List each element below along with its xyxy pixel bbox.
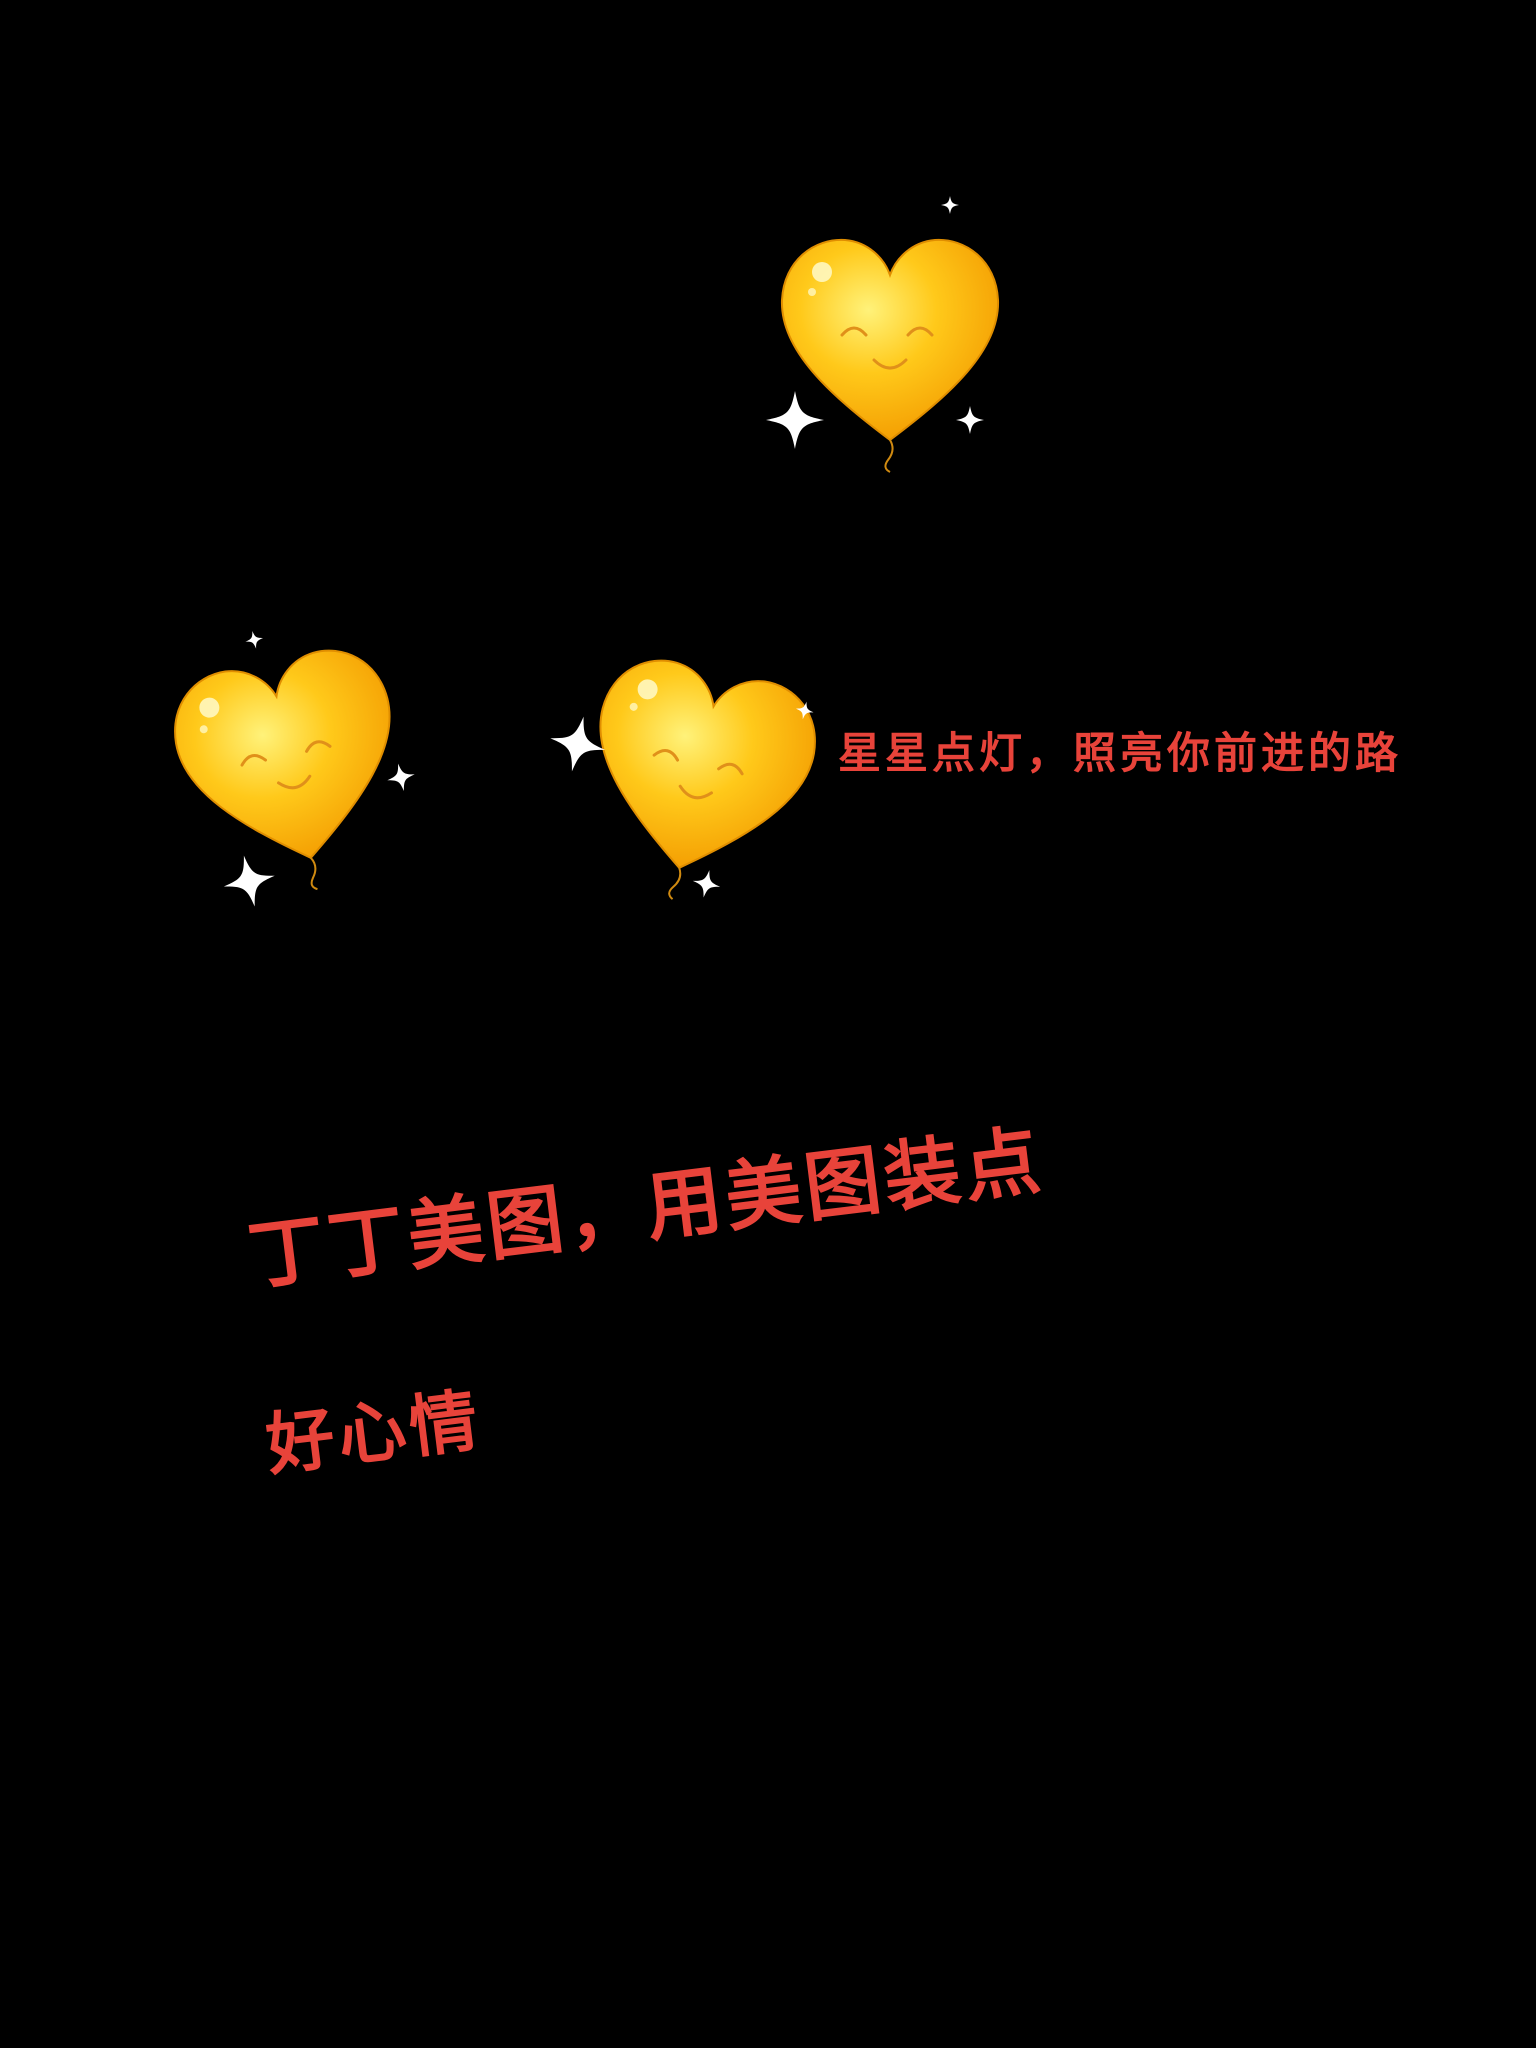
heart-middle <box>544 628 843 924</box>
heart-left <box>148 618 433 914</box>
sparkle-icon <box>243 629 265 651</box>
sparkle-icon <box>689 867 724 901</box>
smiling-heart-balloon-icon <box>161 629 425 914</box>
sparkle-icon <box>766 391 824 449</box>
sparkle-icon <box>941 196 959 214</box>
caption-text: 星星点灯，照亮你前进的路 <box>838 729 1402 779</box>
smiling-heart-balloon-icon <box>544 648 829 924</box>
sparkle-icon <box>384 760 418 794</box>
slogan-line-1: 丁丁美图，用美图装点 <box>243 1115 1049 1302</box>
sparkle-icon <box>956 406 984 434</box>
sparkle-icon <box>218 850 281 912</box>
slogan-line-2: 好心情 <box>262 1381 487 1487</box>
smiling-heart-balloon-icon <box>766 196 1000 474</box>
heart-top <box>766 196 1010 474</box>
